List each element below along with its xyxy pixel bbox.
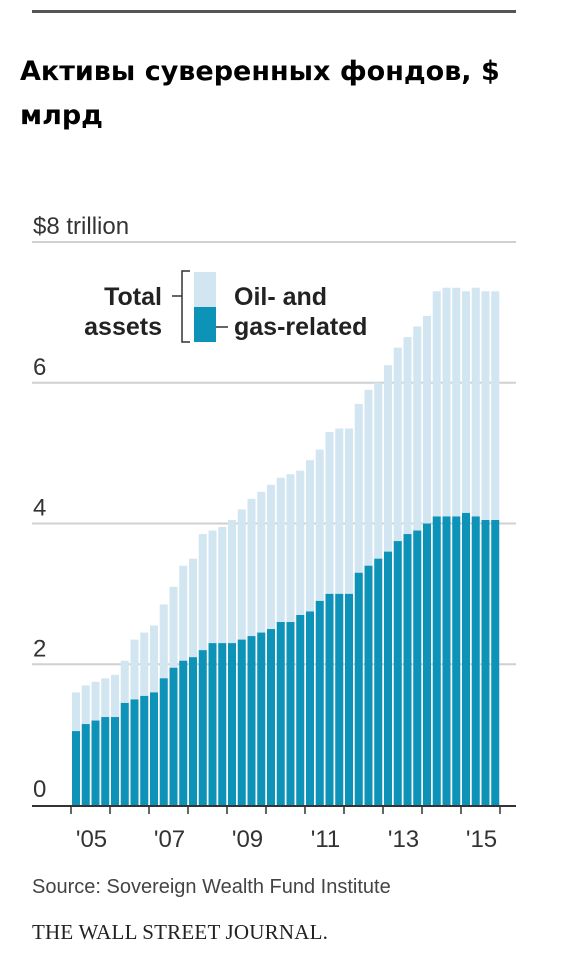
bar-oil-gas bbox=[150, 692, 158, 805]
top-rule bbox=[32, 10, 516, 13]
bar-oil-gas bbox=[452, 516, 461, 805]
bar-oil-gas bbox=[335, 593, 344, 805]
bar-oil-gas bbox=[481, 519, 490, 805]
bar-oil-gas bbox=[189, 657, 197, 805]
bar-oil-gas bbox=[130, 699, 139, 805]
x-tick-label: '13 bbox=[388, 826, 419, 853]
legend-label-oil-and: Oil- and bbox=[234, 283, 327, 311]
bar-oil-gas bbox=[111, 717, 119, 805]
legend-label-total: Total bbox=[104, 283, 162, 311]
bar-oil-gas bbox=[276, 622, 285, 805]
bar-oil-gas bbox=[257, 632, 266, 805]
bar-oil-gas bbox=[247, 636, 256, 805]
bar-oil-gas bbox=[462, 512, 470, 805]
bar-oil-gas bbox=[491, 519, 500, 805]
publisher-logo: THE WALL STREET JOURNAL. bbox=[32, 920, 329, 944]
bar-oil-gas bbox=[384, 551, 392, 805]
x-tick-label: '07 bbox=[154, 826, 185, 853]
bar-oil-gas bbox=[169, 667, 178, 805]
bar-oil-gas bbox=[471, 516, 480, 805]
legend-bracket bbox=[181, 270, 190, 343]
bar-oil-gas bbox=[120, 702, 129, 805]
bar-oil-gas bbox=[354, 572, 363, 805]
y-tick-label: 2 bbox=[33, 635, 46, 662]
bar-oil-gas bbox=[393, 541, 402, 805]
legend-label-assets: assets bbox=[84, 313, 162, 341]
bar-oil-gas bbox=[413, 530, 422, 805]
bar-oil-gas bbox=[296, 614, 305, 805]
chart: $8 trillion 6 4 2 0 '05 '07 '09 '11 '13 '15 Totalas… bbox=[32, 213, 516, 853]
chart-title: Активы суверенных фондов, $ млрд bbox=[20, 56, 500, 131]
x-tick-label: '09 bbox=[232, 826, 263, 853]
bar-oil-gas bbox=[101, 717, 110, 805]
bar-oil-gas bbox=[432, 516, 441, 805]
bar-oil-gas bbox=[198, 650, 207, 805]
y-tick-label: 0 bbox=[33, 776, 46, 803]
bar-oil-gas bbox=[208, 643, 217, 805]
bar-oil-gas bbox=[159, 678, 168, 805]
bar-oil-gas bbox=[228, 643, 236, 805]
bar-oil-gas bbox=[286, 622, 295, 805]
legend-swatch-total bbox=[194, 272, 216, 307]
bar-oil-gas bbox=[218, 643, 227, 805]
source-note: Source: Sovereign Wealth Fund Institute bbox=[32, 876, 391, 898]
y-tick-label: 6 bbox=[33, 354, 46, 381]
legend-label-gas-related: gas-related bbox=[234, 313, 367, 341]
bar-oil-gas bbox=[91, 720, 100, 805]
x-tick-label: '05 bbox=[76, 826, 107, 853]
bar-oil-gas bbox=[325, 593, 334, 805]
bar-oil-gas bbox=[345, 593, 353, 805]
bar-oil-gas bbox=[403, 534, 412, 805]
bar-oil-gas bbox=[267, 629, 275, 805]
x-tick-label: '11 bbox=[311, 826, 341, 853]
bar-oil-gas bbox=[306, 611, 314, 805]
y-tick-label: $8 trillion bbox=[33, 213, 129, 240]
y-tick-label: 4 bbox=[33, 495, 46, 522]
bar-oil-gas bbox=[315, 600, 324, 805]
x-tick-label: '15 bbox=[466, 826, 497, 853]
bar-oil-gas bbox=[364, 565, 373, 805]
bar-oil-gas bbox=[442, 516, 451, 805]
bar-oil-gas bbox=[81, 724, 90, 805]
bar-oil-gas bbox=[423, 523, 431, 805]
bar-oil-gas bbox=[237, 639, 246, 805]
bar-oil-gas bbox=[72, 731, 80, 805]
legend-swatch-oil-gas bbox=[194, 307, 216, 342]
bar-oil-gas bbox=[179, 660, 188, 805]
bar-oil-gas bbox=[374, 558, 383, 805]
bar-oil-gas bbox=[140, 695, 149, 805]
